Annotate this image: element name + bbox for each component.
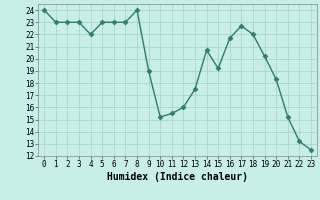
X-axis label: Humidex (Indice chaleur): Humidex (Indice chaleur) bbox=[107, 172, 248, 182]
